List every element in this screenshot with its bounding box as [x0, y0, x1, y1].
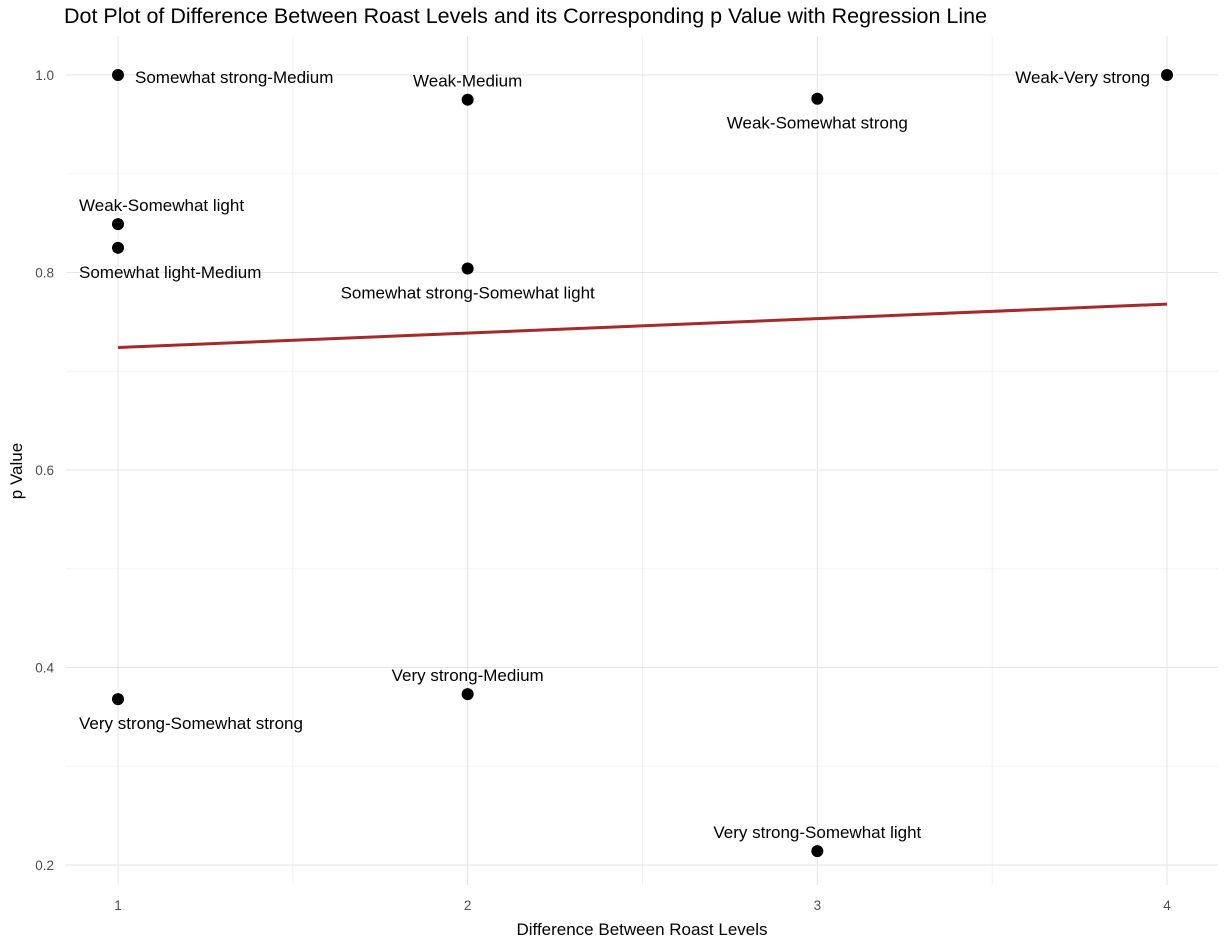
point-labels-layer: Somewhat strong-Medium Weak-Somewhat ligh…: [79, 68, 1150, 842]
data-point: [811, 92, 824, 105]
y-tick-label: 0.8: [35, 266, 54, 281]
y-axis-title: p Value: [7, 443, 26, 499]
point-label: Somewhat light-Medium: [79, 263, 261, 282]
x-tick-label: 4: [1163, 898, 1171, 913]
x-tick-label: 3: [814, 898, 822, 913]
point-label: Very strong-Medium: [392, 666, 544, 685]
y-axis-ticks: 0.2 0.4 0.6 0.8 1.0: [35, 68, 54, 873]
data-point: [1161, 69, 1173, 81]
point-label: Weak-Very strong: [1015, 68, 1150, 87]
data-points-layer: [112, 69, 1173, 858]
y-tick-label: 0.4: [35, 661, 54, 676]
data-point: [112, 241, 124, 254]
point-label: Weak-Somewhat strong: [727, 114, 908, 133]
regression-line: [117, 302, 1168, 350]
regression-line-layer: [117, 302, 1168, 350]
data-point: [461, 93, 474, 106]
data-point: [112, 218, 124, 231]
y-tick-label: 0.6: [35, 463, 54, 478]
data-point: [112, 69, 124, 81]
chart-title: Dot Plot of Difference Between Roast Lev…: [64, 4, 987, 28]
y-tick-label: 1.0: [35, 68, 54, 83]
data-point: [461, 688, 474, 701]
data-point: [811, 845, 824, 858]
point-label: Somewhat strong-Somewhat light: [341, 284, 595, 303]
plot-grid: [66, 36, 1218, 885]
data-point: [112, 693, 124, 706]
point-label: Weak-Medium: [413, 72, 522, 91]
x-axis-ticks: 1 2 3 4: [114, 898, 1171, 913]
point-label: Somewhat strong-Medium: [135, 68, 333, 87]
x-tick-label: 1: [114, 898, 122, 913]
x-tick-label: 2: [464, 898, 472, 913]
data-point: [461, 262, 474, 275]
y-tick-label: 0.2: [35, 858, 54, 873]
x-axis-title: Difference Between Roast Levels: [516, 920, 767, 939]
point-label: Very strong-Somewhat light: [713, 823, 921, 842]
point-label: Very strong-Somewhat strong: [79, 714, 303, 733]
point-label: Weak-Somewhat light: [79, 196, 244, 215]
